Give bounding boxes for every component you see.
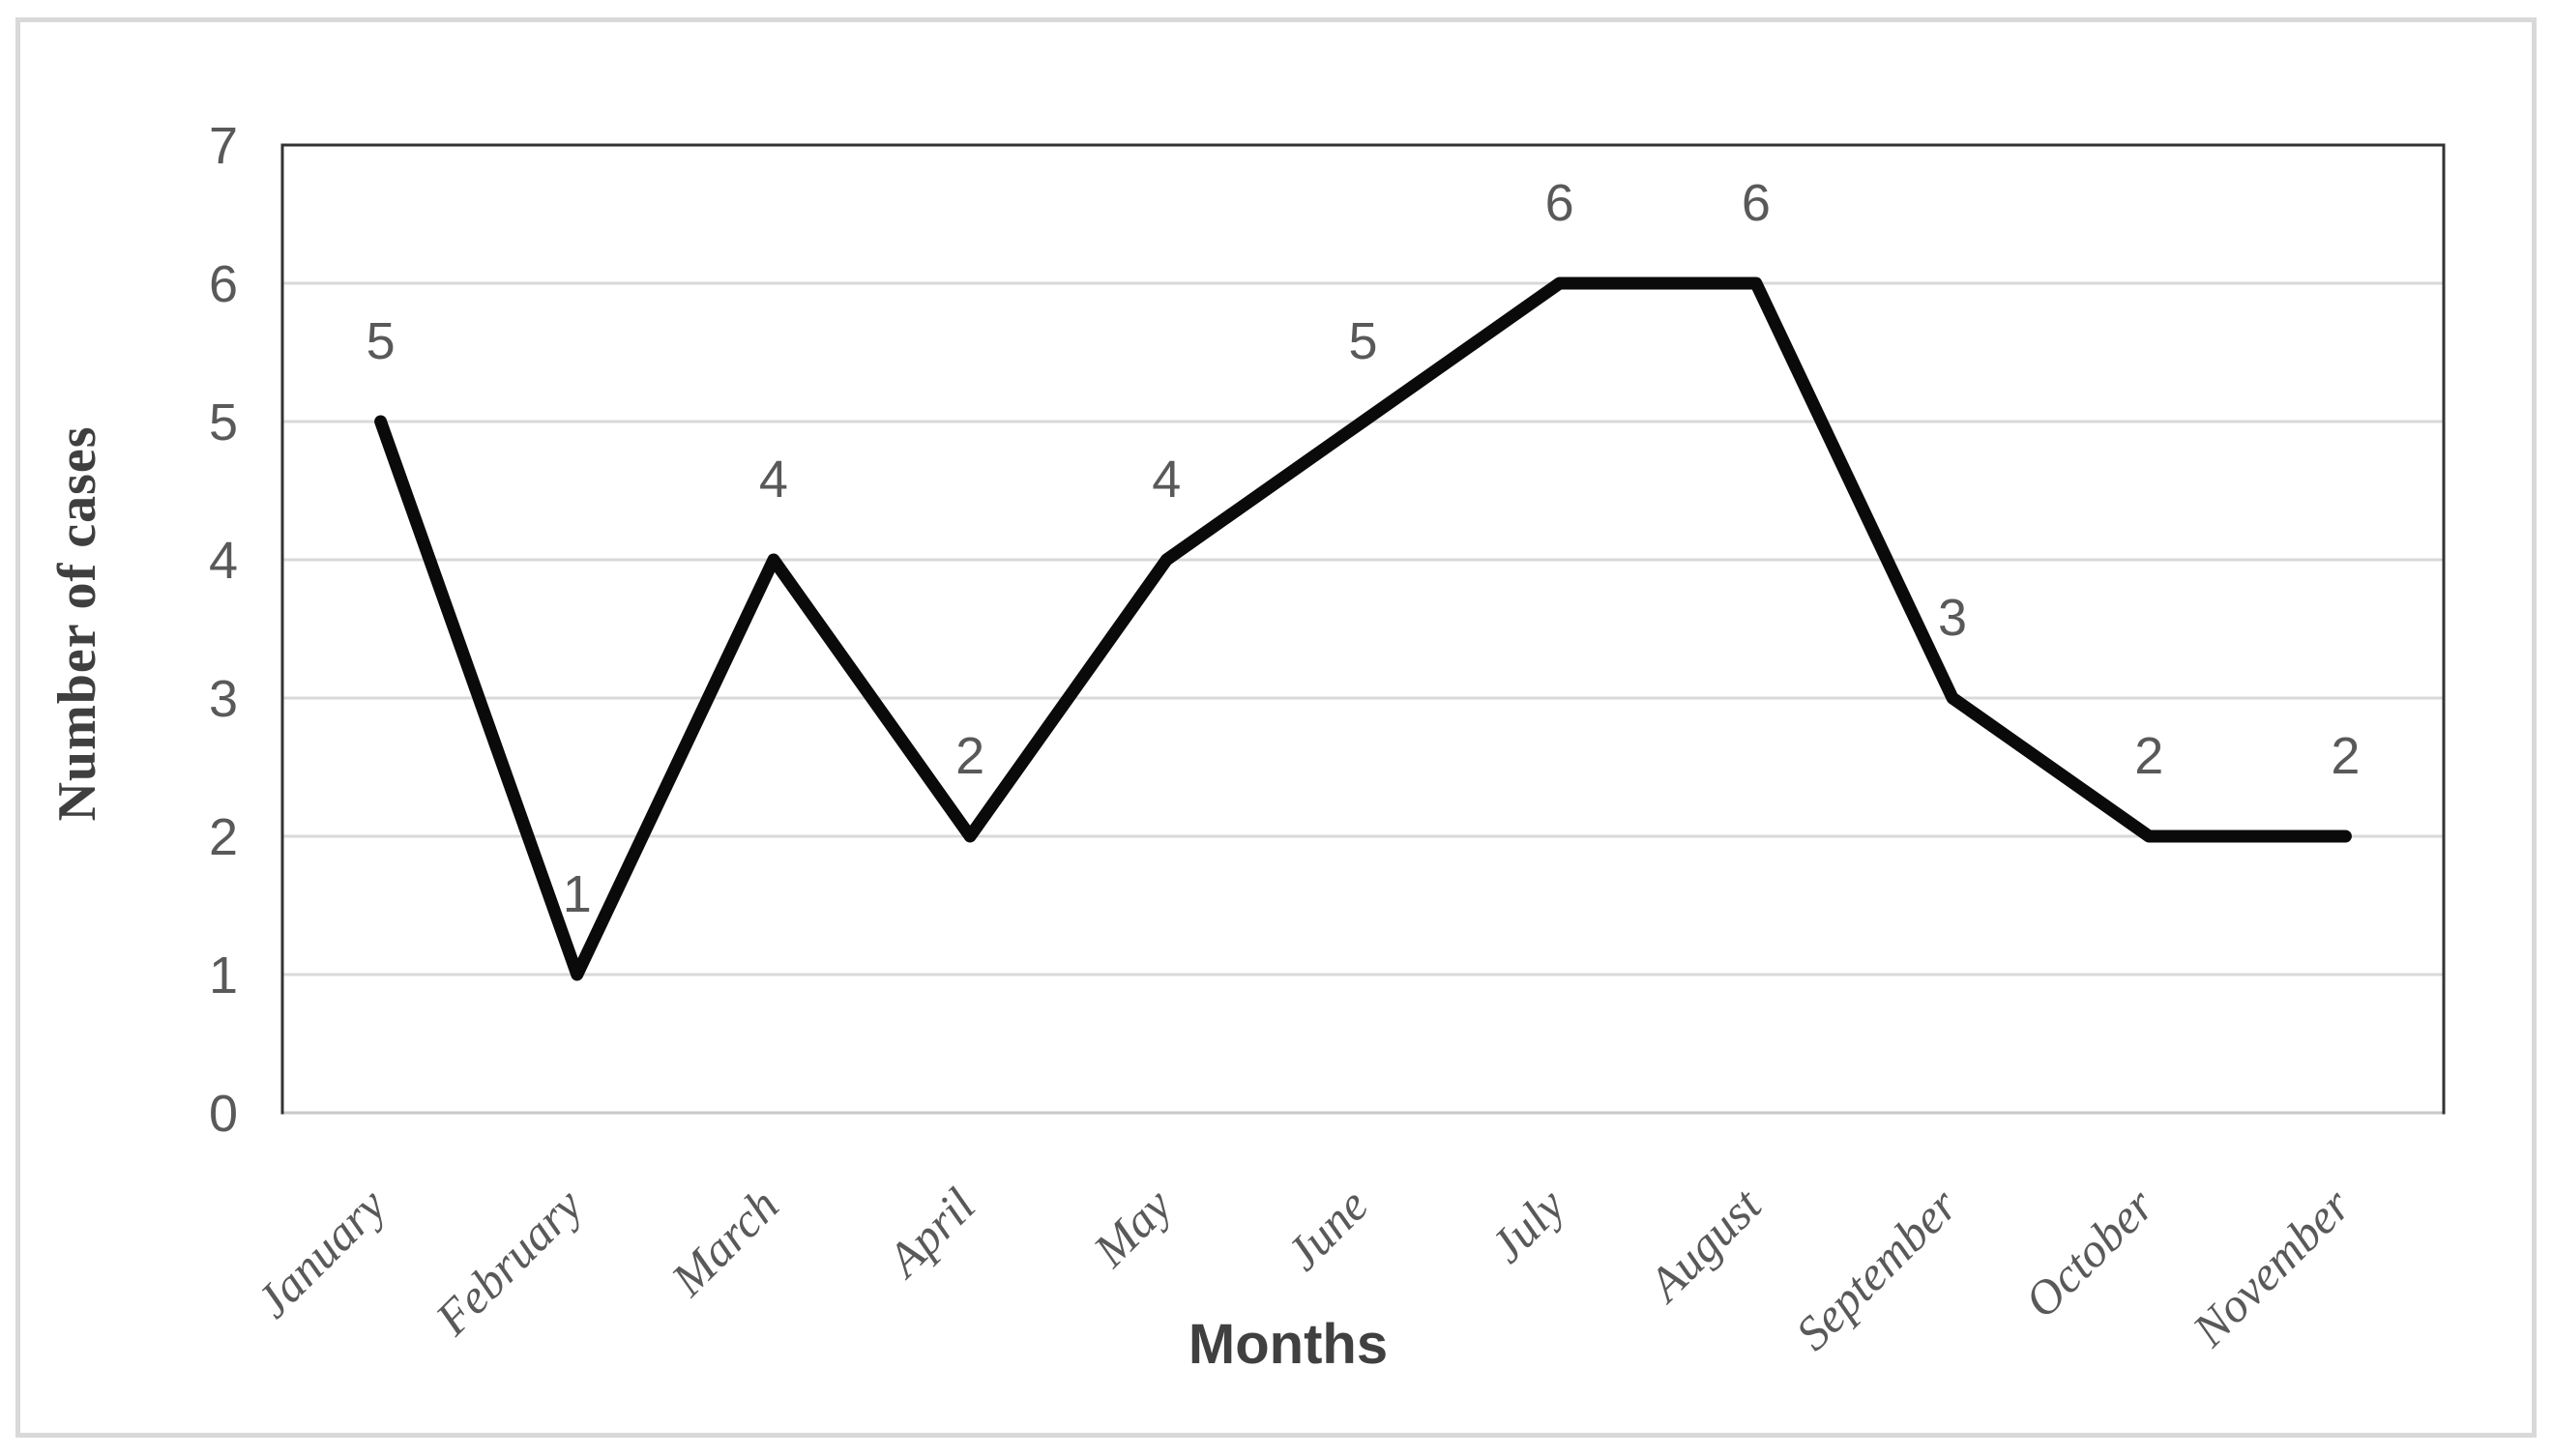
gridlines [282, 281, 2444, 976]
data-label: 5 [1348, 312, 1377, 370]
axis-lines [280, 143, 2446, 1115]
data-label: 2 [2134, 727, 2163, 785]
x-axis-title: Months [1188, 1313, 1388, 1376]
y-axis-title: Number of cases [47, 425, 107, 821]
x-tick-label: November [2182, 1178, 2362, 1357]
x-tick-label: September [1785, 1178, 1968, 1360]
x-tick-label: October [2014, 1178, 2165, 1328]
x-tick-label: May [1082, 1178, 1183, 1278]
y-tick-label: 2 [209, 808, 238, 866]
data-label: 4 [1152, 451, 1181, 509]
y-tick-label: 4 [209, 532, 238, 590]
x-tick-label: April [875, 1178, 985, 1288]
data-label: 3 [1938, 589, 1967, 647]
y-tick-label: 5 [209, 393, 238, 451]
x-tick-label: March [660, 1178, 788, 1306]
y-axis-tick-labels: 0 1 2 3 4 5 6 7 [209, 117, 238, 1143]
y-tick-label: 6 [209, 255, 238, 313]
series-line [374, 277, 2352, 981]
y-tick-label: 0 [209, 1085, 238, 1143]
data-labels: 5 1 4 2 4 5 6 6 3 2 2 [367, 174, 2361, 923]
data-label: 5 [367, 312, 396, 370]
data-label: 2 [2331, 727, 2360, 785]
data-label: 1 [563, 865, 592, 923]
x-tick-label: August [1636, 1177, 1773, 1313]
y-tick-label: 1 [209, 946, 238, 1005]
x-tick-label: February [425, 1178, 593, 1346]
data-label: 6 [1742, 174, 1771, 232]
x-tick-label: June [1276, 1178, 1378, 1280]
data-label: 2 [955, 727, 984, 785]
data-label: 4 [759, 451, 788, 509]
y-tick-label: 3 [209, 670, 238, 728]
y-tick-label: 7 [209, 117, 238, 175]
x-tick-label: January [246, 1178, 396, 1328]
data-label: 6 [1545, 174, 1574, 232]
x-tick-label: July [1480, 1178, 1575, 1273]
